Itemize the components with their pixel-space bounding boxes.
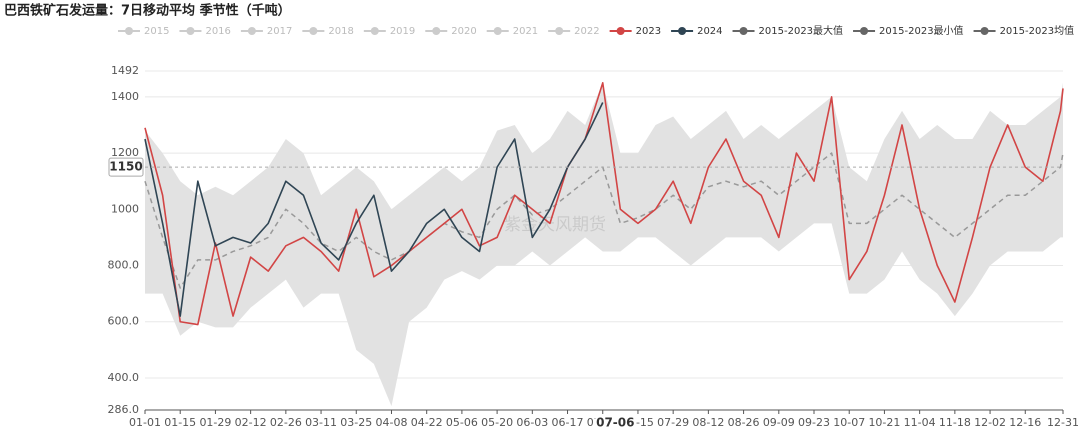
x-tick-label: 06-03 — [516, 416, 548, 429]
legend-icon-dot — [432, 27, 441, 35]
x-tick-label: 03-11 — [305, 416, 337, 429]
y-tick-label: 286.0 — [108, 403, 140, 416]
legend-icon-dot — [616, 27, 625, 35]
legend-icon-dot — [860, 27, 869, 35]
legend-item[interactable]: 2021 — [486, 26, 538, 37]
series-line — [144, 152, 1064, 289]
x-tick-label: 12-16 — [1009, 416, 1041, 429]
legend-label: 2017 — [267, 26, 292, 37]
x-tick-label: 11-18 — [939, 416, 971, 429]
y-tick-label: 800.0 — [108, 259, 140, 272]
legend-label: 2022 — [574, 26, 599, 37]
legend-item[interactable]: 2019 — [363, 26, 415, 37]
x-tick-label: 05-06 — [446, 416, 478, 429]
x-tick-label: 04-22 — [411, 416, 443, 429]
legend-icon-dot — [980, 27, 989, 35]
legend-label: 2015-2023最大值 — [759, 24, 844, 37]
legend-icon-dot — [370, 27, 379, 35]
x-tick-label: 10-07 — [833, 416, 865, 429]
pointer-label: 07-06 — [596, 416, 634, 430]
x-tick-label: 01-15 — [164, 416, 196, 429]
x-tick-label: 01-01 — [129, 416, 161, 429]
x-tick-label: 02-26 — [270, 416, 302, 429]
pointer-label-box — [595, 414, 636, 432]
legend-item[interactable]: 2018 — [302, 26, 354, 37]
legend-item[interactable]: 2024 — [671, 26, 723, 37]
x-tick-label: 01-29 — [199, 416, 231, 429]
x-tick-label: 08-12 — [692, 416, 724, 429]
legend-item[interactable]: 2023 — [609, 26, 661, 37]
legend-label: 2019 — [390, 26, 415, 37]
legend-label: 2016 — [205, 26, 230, 37]
legend-label: 2023 — [636, 26, 661, 37]
legend-label: 2015-2023均值 — [1000, 24, 1075, 37]
x-tick-label: 04-08 — [375, 416, 407, 429]
legend-item[interactable]: 2017 — [240, 26, 292, 37]
legend-label: 2021 — [513, 26, 538, 37]
legend-label: 2015-2023最小值 — [879, 24, 964, 37]
legend-label: 2024 — [697, 26, 722, 37]
y-tick-label: 1200 — [111, 146, 139, 159]
legend-label: 2015 — [144, 26, 169, 37]
series-line — [144, 102, 604, 317]
x-tick-label: 06-17 — [552, 416, 584, 429]
y-tick-label: 1492 — [111, 64, 139, 77]
x-tick-label: 03-25 — [340, 416, 372, 429]
pointer-label: 1150 — [109, 160, 142, 174]
legend-item[interactable]: 2020 — [425, 26, 477, 37]
legend-icon-dot — [739, 27, 748, 35]
x-tick-label: 09-09 — [763, 416, 795, 429]
legend-item[interactable]: 2015 — [118, 26, 169, 37]
legend-item[interactable]: 2016 — [179, 26, 231, 37]
legend-label: 2018 — [328, 26, 353, 37]
range-band — [145, 82, 1063, 407]
legend-icon-dot — [555, 27, 564, 35]
legend-icon-dot — [309, 27, 318, 35]
legend-icon-dot — [493, 27, 502, 35]
y-tick-label: 1000 — [111, 202, 139, 215]
x-tick-label: 02-12 — [235, 416, 267, 429]
y-tick-label: 1400 — [111, 90, 139, 103]
x-tick-label: 07-29 — [657, 416, 689, 429]
legend-icon-dot — [678, 27, 687, 35]
pointer-label-box — [108, 157, 144, 177]
chart-title: 巴西铁矿石发运量：7日移动平均 季节性（千吨） — [4, 3, 291, 19]
legend-label: 2020 — [451, 26, 476, 37]
x-tick-label: 12-31 — [1047, 416, 1079, 429]
x-tick-label: 11-04 — [904, 416, 936, 429]
y-tick-label: 600.0 — [108, 315, 140, 328]
legend-icon-dot — [247, 27, 256, 35]
legend: 2015 2016 2017 2018 2019 2020 2021 2022 2023 2024… — [118, 24, 1074, 37]
legend-item[interactable]: 2022 — [548, 26, 600, 37]
x-tick-label: 08-26 — [728, 416, 760, 429]
legend-icon-dot — [186, 27, 195, 35]
y-tick-label: 400.0 — [108, 371, 140, 384]
legend-item[interactable]: 2015-2023均值 — [973, 24, 1075, 37]
x-tick-label: 10-21 — [868, 416, 900, 429]
watermark: 紫金天风期货 — [504, 215, 606, 235]
series-line — [144, 82, 1064, 326]
x-tick-label: 12-02 — [974, 416, 1006, 429]
x-tick-label: 05-20 — [481, 416, 513, 429]
legend-item[interactable]: 2015-2023最大值 — [732, 24, 844, 37]
legend-item[interactable]: 2015-2023最小值 — [853, 24, 964, 37]
legend-icon-dot — [125, 27, 133, 35]
x-tick-label: 09-23 — [798, 416, 830, 429]
